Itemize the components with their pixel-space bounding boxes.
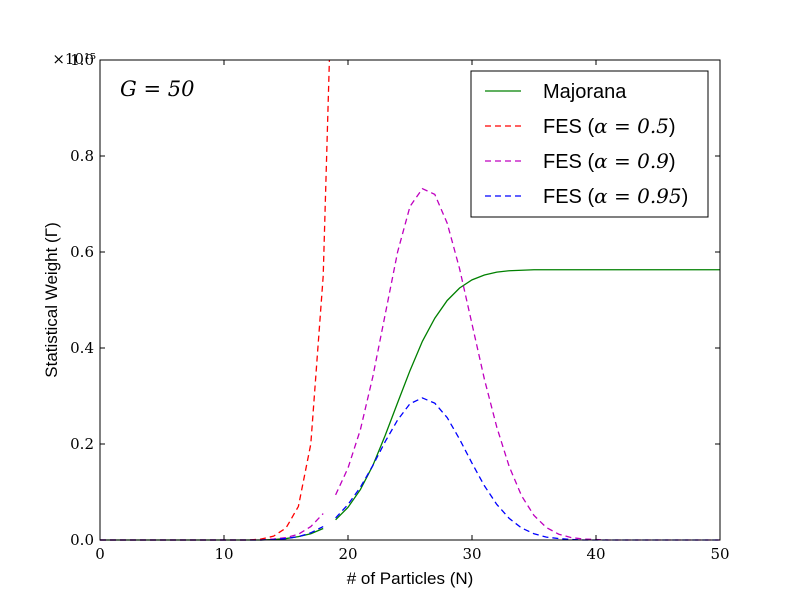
y-tick-label: 0.2 bbox=[70, 435, 94, 453]
x-tick-label: 40 bbox=[586, 545, 605, 563]
legend-label: FES (α = 0.5) bbox=[543, 114, 676, 138]
legend-label-math: α = 0.95 bbox=[594, 184, 682, 208]
legend-label-text: FES ( bbox=[543, 186, 594, 208]
y-axis-label: Statistical Weight (Γ) bbox=[42, 222, 61, 377]
legend-label: Majorana bbox=[543, 81, 627, 103]
legend-label-text: FES ( bbox=[543, 116, 594, 138]
legend-label-math: α = 0.9 bbox=[594, 149, 669, 173]
y-tick-label: 0.0 bbox=[70, 531, 94, 549]
y-tick-label: 1.0 bbox=[70, 51, 94, 69]
legend-entry: FES (α = 0.5) bbox=[485, 114, 676, 138]
y-scale-label: ×10¹⁵ bbox=[52, 50, 96, 68]
x-axis-label: # of Particles (N) bbox=[347, 569, 474, 588]
legend-label: FES (α = 0.9) bbox=[543, 149, 676, 173]
legend-label-text: FES ( bbox=[543, 151, 594, 173]
ticks-layer: 0 10 20 30 40 50 0.0 0.2 0.4 0.6 0.8 1.0 bbox=[70, 51, 729, 563]
legend-entry: Majorana bbox=[485, 81, 627, 103]
annotation-text-content: G = 50 bbox=[120, 77, 194, 101]
x-tick-label: 20 bbox=[338, 545, 357, 563]
y-tick-label: 0.8 bbox=[70, 147, 94, 165]
legend-label-close: ) bbox=[669, 116, 676, 138]
x-tick-label: 30 bbox=[462, 545, 481, 563]
x-tick-label: 0 bbox=[95, 545, 105, 563]
x-tick-label: 10 bbox=[214, 545, 233, 563]
y-tick-label: 0.4 bbox=[70, 339, 94, 357]
plot-frame bbox=[99, 59, 721, 541]
legend-box bbox=[470, 70, 709, 218]
legend-entry: FES (α = 0.9) bbox=[485, 149, 676, 173]
y-tick-label: 0.6 bbox=[70, 243, 94, 261]
legend-label: FES (α = 0.95) bbox=[543, 184, 688, 208]
legend-label-close: ) bbox=[682, 186, 689, 208]
legend-entry: FES (α = 0.95) bbox=[485, 184, 688, 208]
legend-label-math: α = 0.5 bbox=[594, 114, 669, 138]
x-tick-label: 50 bbox=[710, 545, 729, 563]
legend-label-close: ) bbox=[669, 151, 676, 173]
annotation-text: G = 50 bbox=[120, 77, 194, 101]
